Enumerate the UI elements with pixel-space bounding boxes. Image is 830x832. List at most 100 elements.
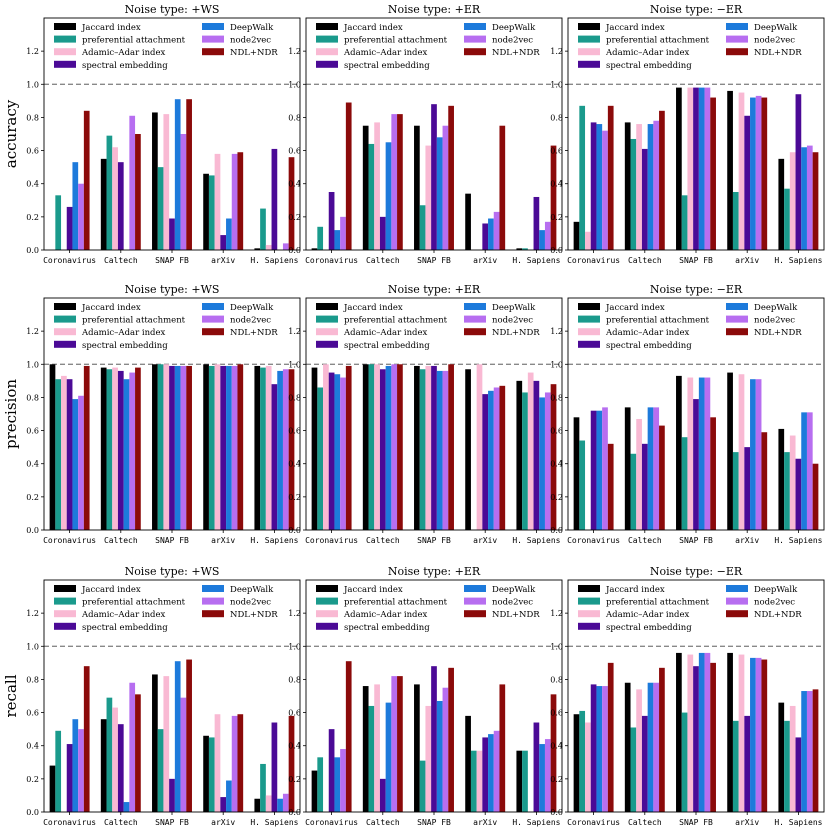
bar <box>391 114 398 250</box>
bar <box>226 218 232 250</box>
bar <box>801 147 807 250</box>
bar <box>533 722 540 812</box>
legend-label: preferential attachment <box>82 316 186 326</box>
bar <box>379 778 386 812</box>
legend-label: NDL+NDR <box>492 48 540 58</box>
axes-frame <box>43 297 301 531</box>
bar <box>676 375 682 530</box>
legend-label: spectral embedding <box>82 341 168 351</box>
legend-swatch <box>578 585 600 592</box>
legend-swatch <box>202 585 224 592</box>
bar <box>602 407 608 530</box>
bar <box>100 719 107 812</box>
bar <box>282 243 289 250</box>
bar <box>208 365 215 530</box>
bar <box>323 364 329 530</box>
bar <box>812 463 819 530</box>
bar <box>260 208 266 250</box>
legend-label: node2vec <box>492 36 533 46</box>
bar <box>448 364 454 530</box>
bar <box>78 183 84 250</box>
subplot-title: Noise type: +ER <box>388 283 481 296</box>
bar <box>681 437 688 530</box>
legend-label: node2vec <box>754 598 795 608</box>
bar <box>340 377 346 530</box>
x-tick-label: Caltech <box>366 818 400 827</box>
bar <box>72 719 79 812</box>
y-tick-label: 0.2 <box>550 493 563 502</box>
legend-label: Adamic–Adar index <box>605 610 690 620</box>
bar <box>345 365 352 530</box>
bar <box>476 364 483 530</box>
legend-label: preferential attachment <box>606 316 710 326</box>
bar <box>750 97 756 251</box>
legend-swatch <box>578 622 600 630</box>
legend-label: DeepWalk <box>754 303 798 313</box>
bar <box>129 115 136 251</box>
legend-swatch <box>464 35 486 43</box>
legend-swatch <box>202 328 224 336</box>
bar <box>596 686 603 812</box>
bar <box>328 192 335 250</box>
legend-label: spectral embedding <box>82 61 168 71</box>
x-tick-label: H. Sapiens <box>250 818 298 827</box>
legend-swatch <box>202 48 224 56</box>
x-tick-label: arXiv <box>735 256 759 265</box>
bar <box>522 392 528 530</box>
y-tick-label: 1.2 <box>288 609 301 618</box>
bar <box>72 399 79 530</box>
bar <box>624 682 631 812</box>
legend-swatch <box>464 48 486 56</box>
bar <box>157 364 164 530</box>
bar <box>385 142 392 250</box>
legend-swatch <box>316 328 338 336</box>
y-tick-label: 0.0 <box>288 526 301 535</box>
legend-label: node2vec <box>754 316 795 326</box>
legend-label: DeepWalk <box>492 303 536 313</box>
legend-swatch <box>578 315 600 323</box>
bar <box>602 686 608 812</box>
bar <box>334 757 341 812</box>
y-tick-label: 0.0 <box>550 808 563 817</box>
bar <box>732 720 739 812</box>
bar <box>385 365 392 530</box>
legend-label: Adamic–Adar index <box>343 48 428 58</box>
bar <box>727 90 733 251</box>
bar <box>544 392 551 530</box>
bar <box>693 87 699 250</box>
legend-swatch <box>316 315 338 323</box>
bar <box>448 105 454 250</box>
bar <box>470 750 477 812</box>
x-tick-label: arXiv <box>473 256 497 265</box>
bar <box>744 715 751 812</box>
bar <box>499 684 506 812</box>
x-tick-label: Coronavirus <box>567 818 620 827</box>
bar <box>379 369 386 530</box>
x-tick-label: Caltech <box>104 536 138 545</box>
legend-swatch <box>726 585 748 592</box>
x-tick-label: H. Sapiens <box>774 818 822 827</box>
bar <box>414 365 420 530</box>
bar <box>436 700 443 812</box>
legend-label: spectral embedding <box>344 61 430 71</box>
bar <box>419 205 426 250</box>
bar <box>100 158 107 250</box>
x-tick-label: Caltech <box>366 536 400 545</box>
legend-label: NDL+NDR <box>230 328 278 338</box>
bar <box>641 148 648 250</box>
legend-label: spectral embedding <box>606 61 692 71</box>
bar <box>362 364 369 530</box>
bar <box>100 367 107 530</box>
legend-label: Adamic–Adar index <box>81 328 166 338</box>
bar <box>499 385 506 530</box>
y-tick-label: 0.4 <box>550 460 563 469</box>
bar <box>123 802 130 812</box>
bar <box>260 763 266 812</box>
legend-label: Adamic–Adar index <box>605 48 690 58</box>
bar <box>174 99 181 250</box>
bar <box>732 452 739 530</box>
y-axis-label: precision <box>2 379 20 449</box>
subplot-title: Noise type: +WS <box>125 3 220 16</box>
legend-swatch <box>316 340 338 348</box>
bar <box>488 390 494 530</box>
